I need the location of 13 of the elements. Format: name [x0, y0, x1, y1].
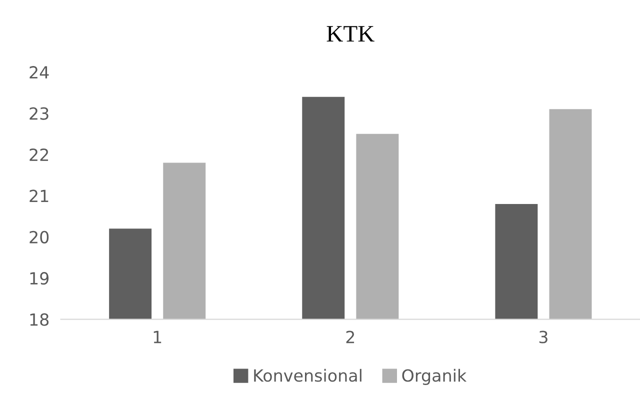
- legend-label: Organik: [402, 368, 467, 386]
- y-tick-label: 22: [30, 148, 48, 161]
- x-tick-label: 2: [346, 330, 354, 344]
- legend-label: Konvensional: [254, 368, 362, 382]
- y-tick-label: 20: [30, 230, 49, 244]
- y-tick-label: 23: [30, 107, 48, 120]
- x-tick-label: 3: [539, 330, 548, 344]
- chart-title: KTK: [326, 26, 374, 42]
- y-tick-label: 19: [30, 272, 49, 285]
- y-tick-label: 24: [30, 66, 49, 78]
- y-tick-label: 18: [30, 313, 49, 326]
- y-tick-label: 21: [30, 190, 48, 202]
- x-tick-label: 1: [154, 330, 162, 344]
